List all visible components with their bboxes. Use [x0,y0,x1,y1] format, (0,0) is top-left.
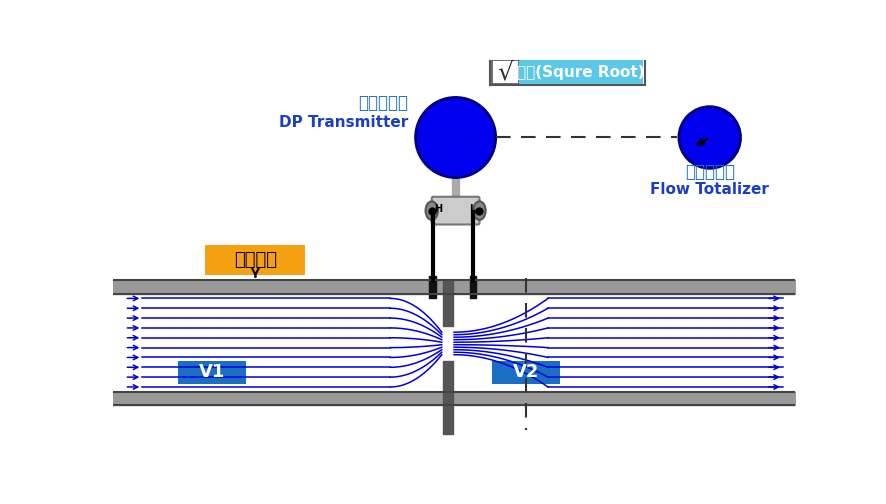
Bar [492,60,519,84]
Bar [492,361,560,384]
Circle shape [416,97,495,177]
Text: 节流装置: 节流装置 [234,251,277,269]
Text: L: L [470,204,476,214]
Ellipse shape [425,202,438,220]
Text: 差压变送器: 差压变送器 [358,94,408,112]
Text: V2: V2 [512,363,539,382]
Text: Flow Totalizer: Flow Totalizer [650,182,769,198]
Circle shape [679,107,741,168]
Bar [206,245,306,275]
Text: √: √ [497,60,513,84]
FancyBboxPatch shape [431,197,479,224]
Text: 流量积算仪: 流量积算仪 [685,163,734,181]
Text: DP Transmitter: DP Transmitter [278,114,408,130]
Bar [490,59,645,85]
Text: V1: V1 [199,363,225,382]
Text: 开方(Squre Root): 开方(Squre Root) [517,65,645,80]
Text: H: H [435,204,443,214]
Ellipse shape [473,202,486,220]
Bar [178,361,246,384]
Bar [519,60,643,84]
